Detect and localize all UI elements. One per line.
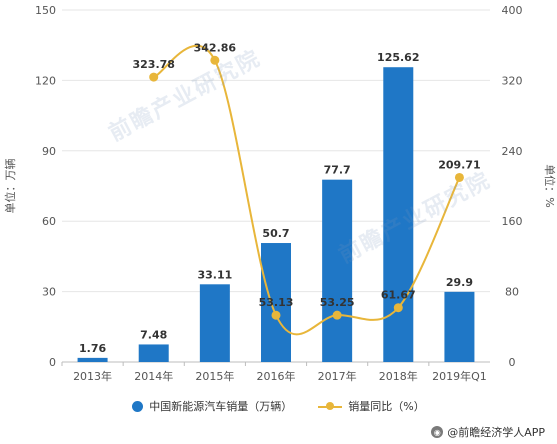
y2-tick-label: 240: [502, 145, 523, 158]
bar: [444, 291, 475, 362]
source-text: @前瞻经济学人APP: [447, 426, 545, 439]
bar-value-label: 77.7: [324, 164, 351, 177]
x-tick-label: 2017年: [318, 369, 357, 383]
bar-value-label: 33.11: [197, 268, 232, 281]
yoy-value-label: 342.86: [194, 41, 237, 54]
bar-value-label: 50.7: [262, 227, 289, 240]
bar: [383, 67, 414, 362]
x-tick-label: 2016年: [257, 369, 296, 383]
bar: [138, 344, 169, 362]
legend-yoy-swatch: [318, 401, 343, 412]
y-tick-label: 30: [42, 286, 56, 299]
yoy-point: [454, 172, 464, 182]
bar-value-label: 125.62: [377, 51, 419, 64]
yoy-point: [332, 310, 342, 320]
source-credit: ◉ @前瞻经济学人APP: [431, 424, 545, 440]
yoy-value-label: 53.13: [259, 296, 294, 309]
yoy-value-label: 323.78: [132, 58, 174, 71]
y-tick-label: 90: [42, 145, 56, 158]
yoy-value-label: 53.25: [320, 296, 355, 309]
bar-value-label: 1.76: [79, 342, 106, 355]
yoy-point: [393, 303, 403, 313]
y-tick-label: 60: [42, 215, 56, 228]
y2-tick-label: 320: [502, 74, 523, 87]
bar-value-label: 7.48: [140, 328, 167, 341]
x-tick-label: 2015年: [195, 369, 234, 383]
yoy-point: [271, 310, 281, 320]
y2-tick-label: 80: [505, 286, 519, 299]
y-axis-title: 单位：万辆: [3, 159, 17, 214]
bar: [322, 179, 353, 362]
yoy-point: [149, 72, 159, 82]
x-tick-label: 2013年: [73, 369, 112, 383]
y-tick-label: 150: [35, 4, 56, 17]
y2-tick-label: 160: [502, 215, 523, 228]
y-tick-label: 0: [49, 356, 56, 369]
legend-yoy-label: 销量同比（%）: [348, 400, 425, 413]
legend-item-yoy: 销量同比（%）: [318, 398, 425, 414]
bar-value-label: 29.9: [446, 276, 473, 289]
yoy-value-label: 209.71: [438, 158, 480, 171]
y2-tick-label: 0: [509, 356, 516, 369]
legend: 中国新能源汽车销量（万辆） 销量同比（%）: [0, 398, 557, 414]
yoy-point: [210, 55, 220, 65]
legend-sales-swatch: [132, 400, 144, 412]
y2-axis-title: 单位：%: [543, 164, 557, 207]
y2-tick-label: 400: [502, 4, 523, 17]
x-tick-label: 2018年: [379, 369, 418, 383]
bar: [199, 284, 230, 362]
y-tick-label: 120: [35, 74, 56, 87]
source-logo-icon: ◉: [431, 426, 444, 438]
legend-sales-label: 中国新能源汽车销量（万辆）: [149, 400, 293, 413]
bar: [261, 243, 291, 362]
x-tick-label: 2019年Q1: [432, 369, 487, 383]
yoy-value-label: 61.67: [381, 289, 416, 302]
x-tick-label: 2014年: [134, 369, 173, 383]
legend-item-sales: 中国新能源汽车销量（万辆）: [132, 398, 292, 414]
bar: [77, 357, 108, 362]
